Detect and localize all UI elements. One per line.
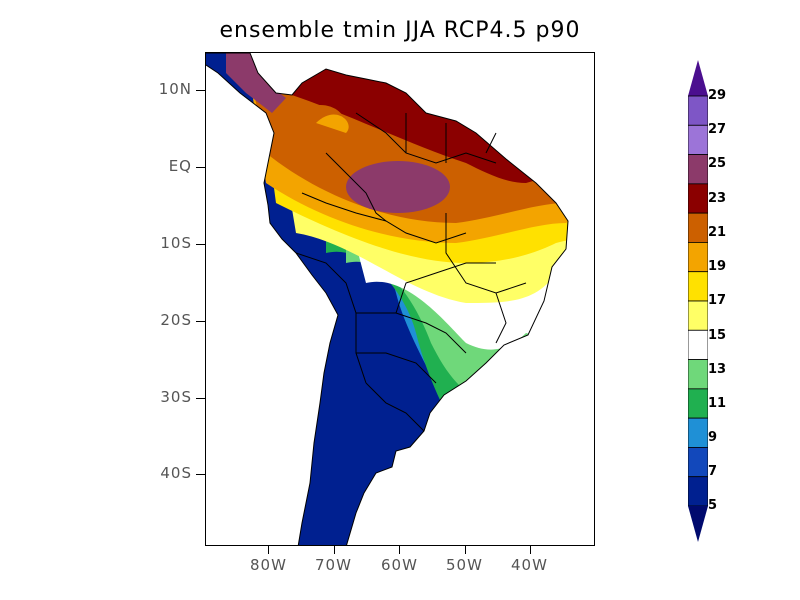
- colorbar-swatch: [688, 359, 708, 390]
- south-america-map: [206, 53, 569, 545]
- lat-label-40s: 40S: [160, 464, 192, 482]
- colorbar-label: 13: [708, 362, 727, 377]
- lat-label-eq: EQ: [168, 157, 192, 175]
- colorbar-label: 19: [708, 259, 727, 274]
- colorbar-swatch: [688, 95, 708, 126]
- colorbar-swatch: [688, 242, 708, 273]
- colorbar-swatch: [688, 447, 708, 478]
- lat-tick: [196, 244, 205, 245]
- colorbar-swatches: [688, 95, 708, 507]
- country-boundaries: [206, 53, 569, 545]
- lat-label-10n: 10N: [158, 80, 192, 98]
- map-panel: [205, 52, 595, 546]
- colorbar: [688, 60, 708, 542]
- lon-tick: [399, 546, 400, 554]
- colorbar-swatch: [688, 212, 708, 243]
- lon-label-70w: 70W: [315, 556, 352, 574]
- lon-label-80w: 80W: [250, 556, 287, 574]
- lat-tick: [196, 474, 205, 475]
- colorbar-swatch: [688, 388, 708, 419]
- colorbar-swatch: [688, 417, 708, 448]
- colorbar-swatch: [688, 271, 708, 302]
- colorbar-bottom-arrow: [688, 506, 708, 542]
- lat-tick: [196, 321, 205, 322]
- lon-label-50w: 50W: [446, 556, 483, 574]
- colorbar-swatch: [688, 154, 708, 185]
- lon-tick: [530, 546, 531, 554]
- colorbar-label: 23: [708, 191, 727, 206]
- colorbar-swatch: [688, 329, 708, 360]
- lon-label-40w: 40W: [511, 556, 548, 574]
- lat-label-10s: 10S: [160, 234, 192, 252]
- colorbar-swatch: [688, 476, 708, 507]
- colorbar-swatch: [688, 300, 708, 331]
- colorbar-swatch: [688, 124, 708, 155]
- lon-tick: [465, 546, 466, 554]
- colorbar-label: 21: [708, 225, 727, 240]
- colorbar-label: 15: [708, 328, 727, 343]
- colorbar-label: 25: [708, 156, 727, 171]
- colorbar-label: 9: [708, 430, 718, 445]
- lon-tick: [268, 546, 269, 554]
- colorbar-label: 11: [708, 396, 727, 411]
- colorbar-label: 17: [708, 293, 727, 308]
- lat-tick: [196, 167, 205, 168]
- lon-tick: [334, 546, 335, 554]
- lat-tick: [196, 90, 205, 91]
- colorbar-swatch: [688, 183, 708, 214]
- map-title: ensemble tmin JJA RCP4.5 p90: [219, 18, 581, 43]
- colorbar-label: 27: [708, 122, 727, 137]
- colorbar-label: 29: [708, 88, 727, 103]
- lat-label-20s: 20S: [160, 311, 192, 329]
- lat-tick: [196, 398, 205, 399]
- lat-label-30s: 30S: [160, 388, 192, 406]
- colorbar-label: 5: [708, 498, 718, 513]
- colorbar-top-arrow: [688, 60, 708, 96]
- lon-label-60w: 60W: [381, 556, 418, 574]
- colorbar-label: 7: [708, 464, 718, 479]
